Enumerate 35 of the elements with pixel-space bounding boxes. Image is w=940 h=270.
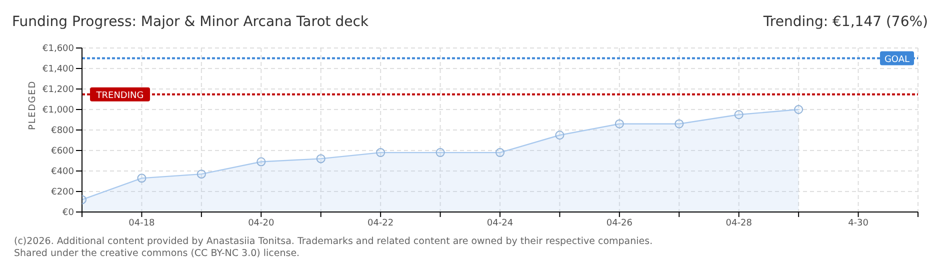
point: [794, 105, 804, 114]
point: [137, 174, 146, 183]
y-tick-label: €0: [62, 208, 74, 218]
point: [555, 130, 564, 140]
y-tick-label: €1,400: [42, 64, 74, 75]
ref-line-label: GOAL: [884, 54, 910, 65]
point: [316, 154, 326, 164]
y-tick-label: €1,000: [42, 106, 74, 116]
y-tick-label: €400: [51, 167, 74, 178]
x-tick-label: 04-28: [726, 218, 752, 228]
point: [614, 119, 624, 128]
chart-subtitle: Trending: €1,147 (76%): [763, 14, 928, 32]
point: [196, 170, 206, 179]
y-tick-label: €1,600: [42, 44, 74, 54]
point: [436, 148, 445, 158]
x-tick-label: 04-20: [248, 218, 274, 228]
x-tick-label: 4-30: [848, 218, 869, 228]
x-tick-label: 04-22: [367, 218, 394, 228]
y-axis-title: PLEDGED: [28, 80, 38, 130]
y-tick-label: €200: [51, 188, 74, 198]
point: [674, 119, 684, 128]
text: Shared under the creative commons (CC BY-NC 3.0) license.: [14, 248, 301, 260]
chart-title: Funding Progress: Major & Minor Arcana Tarot deck: [12, 14, 369, 32]
y-tick-label: €1,200: [42, 85, 74, 96]
point: [376, 148, 386, 158]
ref-line-label: TRENDING: [95, 90, 144, 101]
x-tick-label: 04-26: [606, 218, 633, 228]
point: [256, 157, 266, 166]
point: [734, 110, 744, 120]
y-tick-label: €600: [51, 146, 74, 157]
x-tick-label: 04-24: [486, 218, 514, 228]
y-tick-label: €800: [51, 126, 74, 136]
point: [496, 148, 504, 158]
x-tick-label: 04-18: [128, 218, 156, 228]
text: (c)2026. Additional content provided by Anastasiia Tonitsa. Trademarks and related content are owned by their respective companies.: [14, 236, 654, 248]
